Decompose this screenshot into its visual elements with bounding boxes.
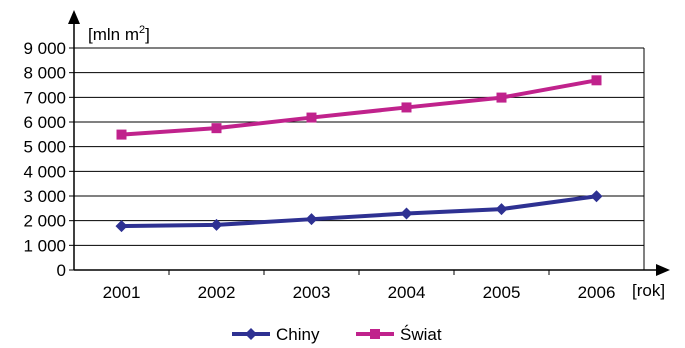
data-point (495, 203, 508, 216)
y-axis-label: [mln m2] (88, 24, 150, 44)
x-tick-label: 2003 (293, 283, 331, 302)
gridlines (74, 47, 645, 270)
series-group (115, 75, 603, 233)
y-tick-label: 1 000 (23, 236, 66, 255)
y-tick-label: 7 000 (23, 88, 66, 107)
y-tick-label: 9 000 (23, 39, 66, 58)
y-axis-arrow (68, 10, 80, 24)
legend-marker (245, 328, 257, 340)
y-tick-label: 2 000 (23, 212, 66, 231)
x-tick-label: 2002 (198, 283, 236, 302)
data-point (116, 129, 127, 140)
series-line-świat (121, 78, 597, 137)
series-line-chiny (121, 194, 597, 229)
y-tick-label: 8 000 (23, 64, 66, 83)
data-point (306, 112, 317, 123)
data-point (400, 207, 413, 220)
data-point (115, 220, 128, 233)
y-tick-labels: 0 1 000 2 000 3 000 4 000 5 000 6 000 7 000 8 00… (23, 39, 74, 280)
legend-label: Chiny (276, 325, 320, 344)
x-tick-label: 2004 (388, 283, 426, 302)
legend-marker (370, 329, 380, 339)
y-tick-label: 4 000 (23, 162, 66, 181)
x-tick-label: 2005 (483, 283, 521, 302)
data-point (496, 92, 507, 103)
data-point (305, 213, 318, 226)
legend: Chiny Świat (232, 325, 442, 344)
axes (68, 10, 670, 276)
x-axis-arrow (656, 264, 670, 276)
data-point (210, 218, 223, 231)
y-tick-label: 3 000 (23, 187, 66, 206)
data-point (211, 123, 222, 134)
x-tick-labels: 2001 2002 2003 2004 2005 2006 (103, 270, 616, 302)
y-tick-label: 6 000 (23, 113, 66, 132)
x-tick-label: 2001 (103, 283, 141, 302)
legend-label: Świat (400, 325, 442, 344)
x-tick-label: 2006 (578, 283, 616, 302)
y-tick-label: 0 (57, 261, 66, 280)
data-point (590, 190, 603, 203)
data-point (401, 102, 412, 113)
y-tick-label: 5 000 (23, 138, 66, 157)
x-axis-label: [rok] (632, 281, 665, 300)
data-point (591, 75, 602, 86)
